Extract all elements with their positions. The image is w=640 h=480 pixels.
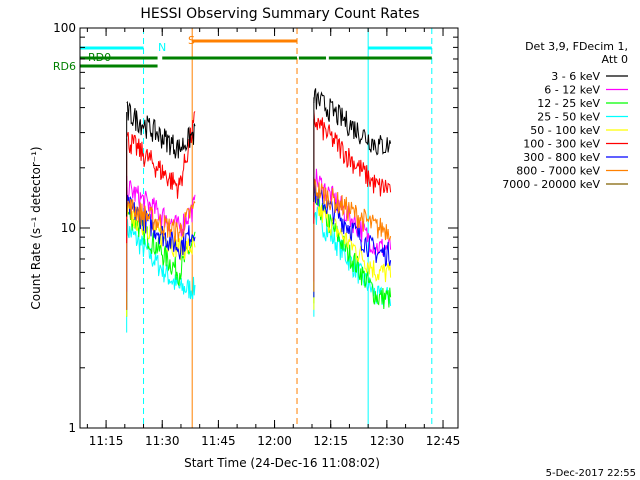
legend-header-line-1: Det 3,9, FDecim 1, [525, 40, 628, 53]
legend-label-8: 7000 - 20000 keV [502, 178, 600, 191]
trace-800-7000-kev-seg2 [313, 178, 392, 242]
legend-label-5: 100 - 300 keV [523, 138, 600, 151]
trace-3-6-kev-seg1 [126, 100, 196, 159]
trace-800-7000-kev-seg1 [126, 198, 196, 243]
trace-12-25-kev-seg2 [313, 188, 392, 310]
trace-100-300-kev-seg1 [126, 111, 196, 199]
flag-label-n: N [158, 41, 166, 54]
y-axis: 1 10 100 [53, 21, 458, 435]
plot-content [80, 28, 433, 428]
timestamp: 5-Dec-2017 22:55 [546, 468, 636, 479]
y-tick-label-2: 100 [53, 21, 76, 35]
trace-100-300-kev-seg2 [313, 110, 392, 197]
legend-label-6: 300 - 800 keV [523, 151, 600, 164]
legend-label-4: 50 - 100 keV [530, 124, 600, 137]
legend-label-7: 800 - 7000 keV [516, 165, 600, 178]
x-tick-label-5: 12:30 [370, 434, 405, 448]
flag-label-s: S [188, 34, 195, 47]
x-tick-label-0: 11:15 [89, 434, 124, 448]
x-tick-label-3: 12:00 [257, 434, 292, 448]
chart-title: HESSI Observing Summary Count Rates [140, 6, 419, 22]
y-tick-label-0: 1 [68, 421, 76, 435]
x-tick-label-6: 12:45 [426, 434, 461, 448]
trace-6-12-kev-seg1 [126, 175, 196, 237]
legend-label-0: 3 - 6 keV [551, 70, 600, 83]
x-tick-label-2: 11:45 [201, 434, 236, 448]
x-axis-label: Start Time (24-Dec-16 11:08:02) [184, 456, 380, 470]
y-axis-label: Count Rate (s⁻¹ detector⁻¹) [29, 146, 43, 309]
x-tick-label-1: 11:30 [145, 434, 180, 448]
flag-label-rd0: RD0 [88, 51, 111, 64]
trace-25-50-kev-seg1 [126, 219, 196, 300]
legend-label-1: 6 - 12 keV [544, 84, 600, 97]
legend-header-line-2: Att 0 [602, 53, 628, 66]
trace-3-6-kev-seg2 [313, 88, 392, 156]
y-tick-label-1: 10 [61, 221, 76, 235]
trace-50-100-kev-seg1 [126, 203, 196, 261]
trace-300-800-kev-seg2 [313, 182, 392, 267]
flag-label-rd6: RD6 [53, 60, 76, 73]
x-tick-label-4: 12:15 [313, 434, 348, 448]
legend-label-3: 25 - 50 keV [537, 111, 600, 124]
legend-label-2: 12 - 25 keV [537, 97, 600, 110]
x-axis: 11:15 11:30 11:45 12:00 12:15 12:30 12:45 [86, 28, 461, 448]
